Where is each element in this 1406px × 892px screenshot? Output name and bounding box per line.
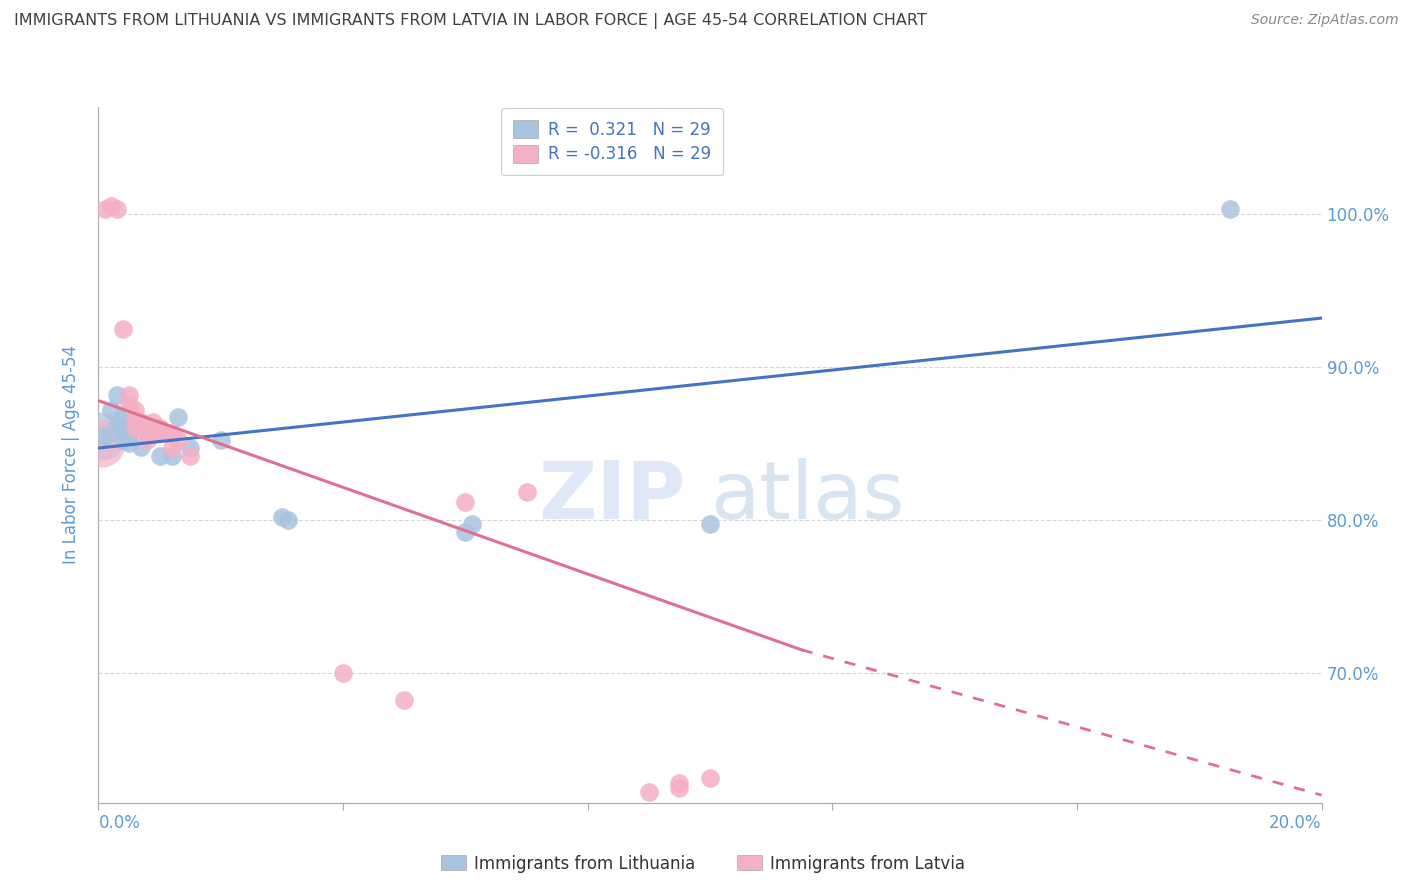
Point (111, 434, 134, 448)
Point (105, 387, 128, 401)
Point (454, 494, 477, 508)
Point (160, 449, 183, 463)
Point (332, 665, 354, 680)
Point (160, 441, 183, 455)
Point (90, 429, 112, 443)
Legend: R =  0.321   N = 29, R = -0.316   N = 29: R = 0.321 N = 29, R = -0.316 N = 29 (502, 109, 723, 175)
Legend: Immigrants from Lithuania, Immigrants from Latvia: Immigrants from Lithuania, Immigrants fr… (434, 848, 972, 880)
Point (699, 517, 721, 532)
Point (460, 517, 482, 532)
Point (454, 525, 477, 540)
Point (124, 421, 146, 435)
Point (124, 421, 146, 435)
Point (142, 425, 165, 440)
Point (118, 397, 141, 411)
Point (160, 425, 183, 440)
Point (392, 693, 416, 707)
Point (136, 418, 159, 433)
Point (136, 421, 159, 435)
Point (129, 421, 152, 435)
Point (124, 415, 146, 429)
Point (149, 449, 172, 463)
Point (167, 434, 190, 448)
Point (277, 513, 299, 527)
Point (136, 434, 159, 448)
Text: 20.0%: 20.0% (1270, 814, 1322, 831)
Point (100, 402, 122, 417)
Point (118, 427, 141, 442)
Text: 0.0%: 0.0% (98, 814, 141, 831)
Point (129, 440, 152, 454)
Point (111, 409, 134, 423)
Point (90, 436, 112, 450)
Point (668, 780, 690, 795)
Point (209, 434, 232, 448)
Point (105, 418, 128, 433)
Point (142, 425, 165, 440)
Point (124, 402, 146, 417)
Text: ZIP: ZIP (538, 458, 686, 536)
Point (155, 425, 177, 440)
Point (699, 772, 721, 786)
Point (516, 485, 538, 500)
Point (111, 322, 134, 336)
Point (637, 785, 661, 799)
Point (129, 415, 152, 429)
Text: IMMIGRANTS FROM LITHUANIA VS IMMIGRANTS FROM LATVIA IN LABOR FORCE | AGE 45-54 C: IMMIGRANTS FROM LITHUANIA VS IMMIGRANTS … (14, 13, 927, 29)
Y-axis label: In Labor Force | Age 45-54: In Labor Force | Age 45-54 (62, 345, 80, 565)
Text: Source: ZipAtlas.com: Source: ZipAtlas.com (1251, 13, 1399, 28)
Point (124, 412, 146, 426)
Point (111, 424, 134, 438)
Point (100, 199, 122, 213)
Point (105, 202, 128, 217)
Point (118, 387, 141, 401)
Point (179, 449, 201, 463)
Point (118, 418, 141, 433)
Point (129, 421, 152, 435)
Point (1219, 202, 1241, 217)
Point (118, 436, 141, 450)
Point (179, 441, 201, 455)
Point (118, 402, 141, 417)
Point (155, 425, 177, 440)
Point (93, 429, 115, 443)
Point (149, 421, 172, 435)
Point (167, 410, 190, 425)
Point (93, 202, 115, 217)
Point (668, 776, 690, 790)
Point (142, 415, 165, 429)
Text: atlas: atlas (710, 458, 904, 536)
Point (270, 509, 292, 524)
